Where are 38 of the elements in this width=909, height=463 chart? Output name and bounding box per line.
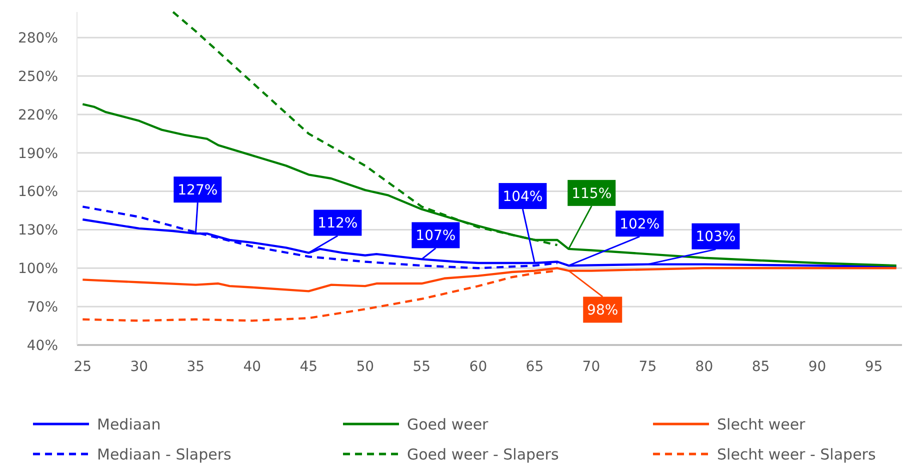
x-tick-label: 75 <box>638 359 657 375</box>
y-tick-label: 220% <box>18 107 58 124</box>
annotation: 103% <box>696 229 736 246</box>
x-tick-label: 85 <box>752 359 770 375</box>
y-tick-label: 250% <box>18 68 58 85</box>
x-tick-label: 25 <box>74 359 92 375</box>
y-tick-label: 40% <box>26 338 58 354</box>
y-tick-label: 160% <box>18 184 58 200</box>
x-tick-label: 30 <box>130 359 148 375</box>
legend-label: Slecht weer - Slapers <box>717 445 876 463</box>
y-tick-label: 70% <box>26 299 58 316</box>
annotation: 102% <box>620 216 660 232</box>
annotation: 127% <box>178 182 218 198</box>
x-tick-label: 35 <box>186 359 205 375</box>
x-tick-label: 55 <box>412 359 431 375</box>
y-tick-label: 130% <box>18 222 58 239</box>
x-tick-label: 40 <box>243 359 262 375</box>
y-tick-label: 280% <box>18 30 58 47</box>
x-tick-label: 70 <box>582 359 600 375</box>
x-tick-label: 80 <box>695 359 714 375</box>
x-tick-label: 45 <box>300 359 318 375</box>
y-tick-label: 190% <box>18 146 58 162</box>
x-tick-label: 50 <box>356 359 374 375</box>
legend-label: Mediaan <box>97 415 161 434</box>
annotation: 112% <box>318 216 358 232</box>
x-tick-label: 65 <box>526 359 544 375</box>
legend-label: Goed weer <box>407 415 490 434</box>
legend-label: Goed weer - Slapers <box>407 445 559 463</box>
legend-label: Slecht weer <box>717 415 806 434</box>
annotation: 115% <box>572 186 612 202</box>
legend-label: Mediaan - Slapers <box>97 445 232 463</box>
x-tick-label: 60 <box>469 359 488 375</box>
annotation: 98% <box>587 302 618 319</box>
x-tick-label: 90 <box>808 359 826 375</box>
annotation: 104% <box>502 188 543 205</box>
x-tick-label: 95 <box>864 359 883 375</box>
y-tick-label: 100% <box>18 261 58 278</box>
annotation: 107% <box>416 228 456 244</box>
